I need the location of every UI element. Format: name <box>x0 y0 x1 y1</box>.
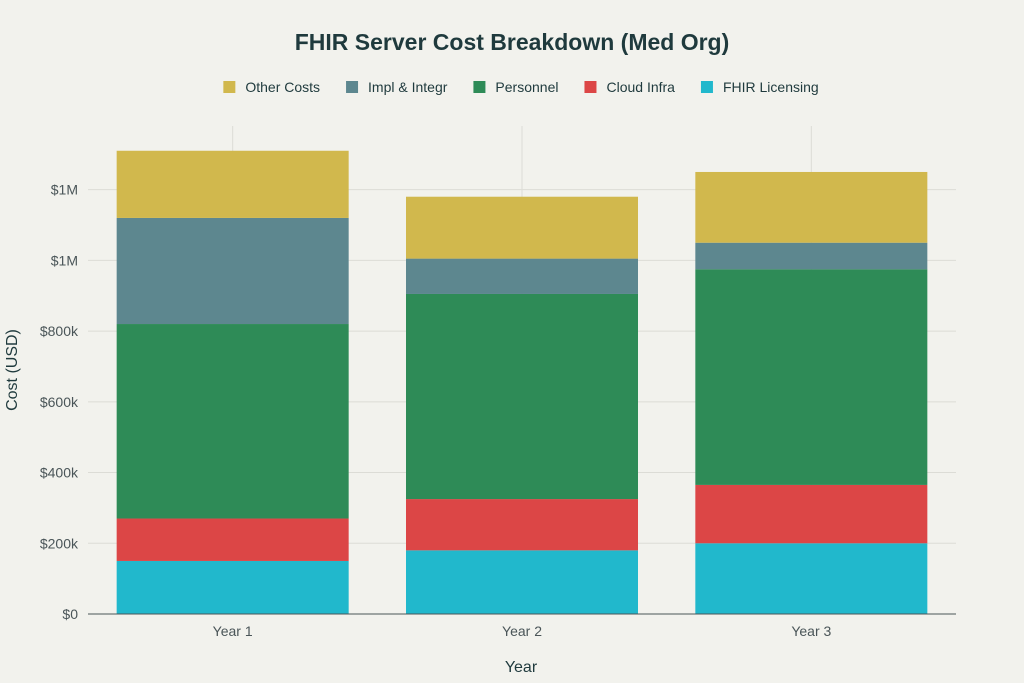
legend-item-impl-integr[interactable]: Impl & Integr <box>346 79 448 95</box>
legend-swatch <box>584 81 597 93</box>
x-tick-label: Year 3 <box>791 623 831 639</box>
y-tick-label: $1M <box>51 252 78 268</box>
x-tick-label: Year 2 <box>502 623 542 639</box>
legend-item-other-costs[interactable]: Other Costs <box>223 79 320 95</box>
x-axis-title: Year <box>505 659 538 676</box>
bar-impl-integr-year-3[interactable] <box>695 242 928 270</box>
x-tick-label: Year 1 <box>213 623 253 639</box>
legend-label: Impl & Integr <box>368 79 448 95</box>
bar-other-costs-year-1[interactable] <box>116 150 349 218</box>
legend-label: FHIR Licensing <box>723 79 819 95</box>
bar-personnel-year-3[interactable] <box>695 269 928 485</box>
y-axis-title: Cost (USD) <box>4 329 21 411</box>
bar-personnel-year-2[interactable] <box>406 293 638 500</box>
bar-cloud-infra-year-3[interactable] <box>695 484 928 544</box>
y-tick-label: $200k <box>40 535 79 551</box>
legend-item-cloud-infra[interactable]: Cloud Infra <box>584 79 675 95</box>
bar-fhir-licensing-year-1[interactable] <box>116 560 349 614</box>
bar-fhir-licensing-year-2[interactable] <box>406 550 638 614</box>
y-tick-label: $0 <box>62 606 78 622</box>
bar-cloud-infra-year-1[interactable] <box>116 518 349 561</box>
chart-title: FHIR Server Cost Breakdown (Med Org) <box>295 29 730 55</box>
bar-fhir-licensing-year-3[interactable] <box>695 543 928 614</box>
legend-swatch <box>223 81 236 93</box>
bar-cloud-infra-year-2[interactable] <box>406 499 638 551</box>
legend-swatch <box>700 81 713 93</box>
y-tick-label: $400k <box>40 465 79 481</box>
bar-other-costs-year-3[interactable] <box>695 171 928 243</box>
legend-swatch <box>473 81 486 93</box>
bar-impl-integr-year-1[interactable] <box>116 217 349 325</box>
axes: $0 $200k $400k $600k $800k $1M $1M Year 1 Year 2… <box>40 182 956 639</box>
y-tick-label: $1M <box>51 182 78 198</box>
bars <box>116 150 928 614</box>
legend-label: Personnel <box>495 79 558 95</box>
legend: Other Costs Impl & Integr Personnel Cloud I… <box>223 79 819 95</box>
legend-label: Other Costs <box>245 79 320 95</box>
legend-label: Cloud Infra <box>606 79 675 95</box>
legend-item-fhir-licensing[interactable]: FHIR Licensing <box>700 79 819 95</box>
bar-other-costs-year-2[interactable] <box>406 196 638 259</box>
legend-item-personnel[interactable]: Personnel <box>473 79 558 95</box>
legend-swatch <box>346 81 359 93</box>
y-tick-label: $600k <box>40 394 79 410</box>
bar-personnel-year-1[interactable] <box>116 324 349 519</box>
y-tick-label: $800k <box>40 323 79 339</box>
bar-impl-integr-year-2[interactable] <box>406 258 638 294</box>
